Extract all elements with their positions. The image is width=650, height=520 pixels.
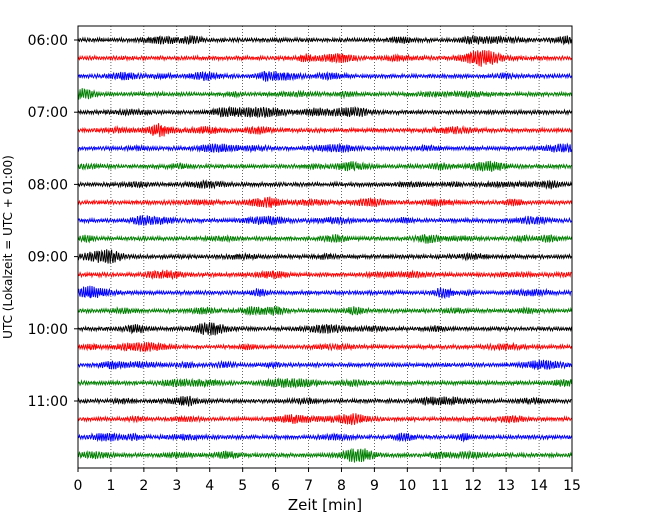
x-tick-label: 5	[238, 478, 247, 494]
seismic-trace	[77, 322, 572, 336]
seismic-trace	[77, 377, 572, 389]
seismic-trace	[77, 142, 572, 154]
x-axis-ticks: 0 1 2 3 4 5 6 7 8 9 10 11 12 13 14 15	[74, 468, 581, 494]
seismic-trace	[77, 88, 572, 100]
x-tick-label: 7	[304, 478, 313, 494]
x-tick-label: 8	[337, 478, 346, 494]
seismic-trace	[77, 160, 572, 172]
y-tick-label: 11:00	[28, 394, 68, 410]
y-tick-label: 09:00	[28, 250, 68, 266]
seismic-trace	[77, 285, 572, 300]
seismic-trace	[77, 305, 572, 317]
seismic-trace	[77, 395, 572, 407]
seismic-trace	[77, 249, 572, 264]
seismic-trace	[77, 50, 572, 67]
x-tick-label: 13	[497, 478, 515, 494]
y-tick-label: 10:00	[28, 322, 68, 338]
plot-frame	[77, 25, 573, 469]
x-axis-label: Zeit [min]	[288, 496, 362, 514]
y-axis-ticks: 06:00 07:00 08:00 09:00 10:00 11:00	[28, 33, 78, 410]
y-tick-label: 06:00	[28, 33, 68, 49]
x-tick-label: 14	[530, 478, 548, 494]
seismic-trace	[77, 233, 572, 244]
x-tick-label: 10	[398, 478, 416, 494]
seismic-trace	[77, 105, 572, 119]
seismic-trace	[77, 413, 572, 426]
seismic-trace	[77, 432, 572, 443]
y-tick-label: 08:00	[28, 177, 68, 193]
x-tick-label: 0	[74, 478, 83, 494]
seismic-trace	[77, 34, 572, 46]
seismic-trace	[77, 447, 572, 463]
seismic-trace	[77, 269, 572, 281]
x-tick-label: 3	[172, 478, 181, 494]
x-tick-label: 2	[139, 478, 148, 494]
seismic-trace	[77, 179, 572, 190]
seismic-trace	[77, 359, 572, 371]
x-tick-label: 11	[431, 478, 449, 494]
x-tick-label: 1	[106, 478, 115, 494]
x-tick-label: 12	[464, 478, 482, 494]
seismic-traces	[77, 34, 572, 463]
seismic-trace	[77, 70, 572, 82]
x-tick-label: 4	[205, 478, 214, 494]
seismic-trace	[77, 123, 572, 138]
y-tick-label: 07:00	[28, 105, 68, 121]
y-axis-label: UTC (Lokalzeit = UTC + 01:00)	[1, 155, 15, 339]
seismic-trace	[77, 341, 572, 353]
seismic-trace	[77, 196, 572, 208]
seismic-trace	[77, 215, 572, 226]
x-tick-label: 15	[563, 478, 581, 494]
x-tick-label: 9	[370, 478, 379, 494]
x-tick-label: 6	[271, 478, 280, 494]
